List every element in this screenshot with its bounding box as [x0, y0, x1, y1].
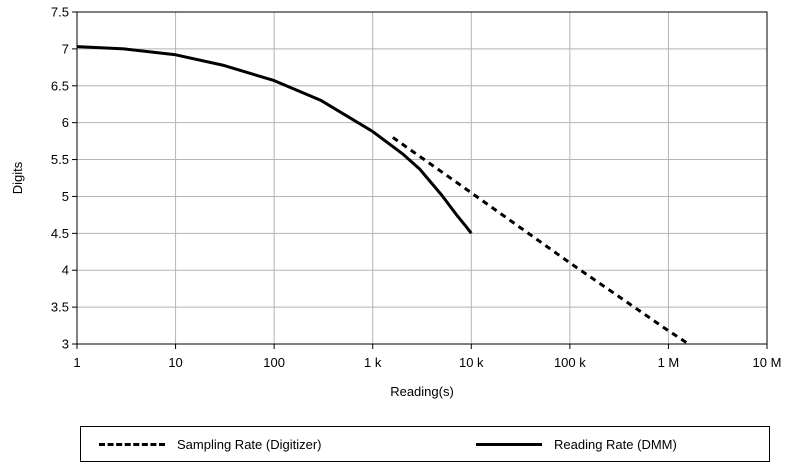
series-line-reading-rate	[76, 45, 473, 235]
legend-swatch-dashed	[99, 442, 165, 446]
chart-svg: 1 10 100 1 k 10 k 100 k 1 M 10 M 3 3.5 4 4.5 5 5.5 6 6.…	[10, 5, 782, 400]
y-tick-label: 7	[62, 41, 69, 56]
y-tick-label: 5	[62, 189, 69, 204]
legend-label-sampling-rate: Sampling Rate (Digitizer)	[177, 436, 322, 452]
x-tick-label: 100	[263, 355, 285, 370]
x-tick-label: 1 k	[364, 355, 382, 370]
legend: Sampling Rate (Digitizer) Reading Rate (…	[80, 426, 770, 462]
y-tick-label: 4	[62, 263, 69, 278]
x-tick-label: 10 M	[753, 355, 782, 370]
y-tick-label: 3.5	[51, 300, 69, 315]
y-tick-label: 3	[62, 337, 69, 352]
series-group	[76, 45, 690, 346]
y-tick-label: 4.5	[51, 226, 69, 241]
series-line-sampling-rate	[391, 136, 690, 346]
plot-frame	[76, 11, 768, 345]
y-tick-label: 6	[62, 115, 69, 130]
y-axis-label: Digits	[10, 161, 25, 194]
x-axis-label: Reading(s)	[390, 384, 454, 399]
legend-label-reading-rate: Reading Rate (DMM)	[554, 436, 677, 452]
x-tick-label: 100 k	[554, 355, 586, 370]
x-tick-label: 1	[73, 355, 80, 370]
legend-item-sampling-rate: Sampling Rate (Digitizer)	[99, 427, 322, 461]
x-tick-label: 10	[168, 355, 182, 370]
y-tick-label: 6.5	[51, 78, 69, 93]
legend-swatch-solid	[476, 442, 542, 446]
legend-item-reading-rate: Reading Rate (DMM)	[476, 427, 677, 461]
x-tick-label: 10 k	[459, 355, 484, 370]
y-tick-label: 7.5	[51, 5, 69, 20]
tick-labels: 1 10 100 1 k 10 k 100 k 1 M 10 M 3 3.5 4 4.5 5 5.5 6 6.…	[51, 5, 782, 371]
y-tick-label: 5.5	[51, 152, 69, 167]
x-tick-label: 1 M	[658, 355, 680, 370]
grid-lines	[76, 11, 768, 345]
